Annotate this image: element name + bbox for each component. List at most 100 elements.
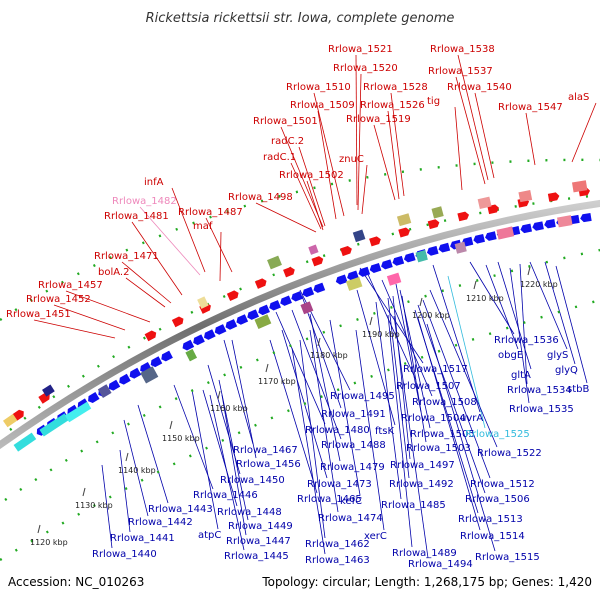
leader-line [509,267,530,404]
gene-block [496,226,515,240]
gene-label: obgE [498,350,523,361]
leader-line [275,311,326,425]
leader-line [392,295,411,460]
gene-block [42,384,55,397]
reverse-gene-arrow [381,259,393,270]
scale-tick-label: 1220 kbp [520,280,558,289]
leader-line [137,404,169,504]
gene-block [39,413,69,437]
leader-line [381,279,433,397]
gene-label: Rrlowa_1443 [148,504,213,515]
leader-line [355,54,358,206]
leader-line [395,283,422,413]
gene-block [396,213,412,227]
leader-line [390,92,405,197]
scale-tick-label: 1190 kbp [362,330,400,339]
forward-gene-arrow [547,192,560,202]
scale-tick-mark [419,297,423,307]
leader-line [497,261,532,370]
gene-label: Rrlowa_1504 [401,413,466,424]
reverse-gene-arrow [161,350,173,362]
reverse-gene-arrow [108,379,121,391]
gene-label: gltA [511,370,531,381]
leader-line [571,102,597,163]
leader-line [219,231,222,282]
gene-block [431,206,444,219]
leader-line [393,315,429,559]
gene-label: Rrlowa_1451 [6,309,71,320]
gene-label: Rrlowa_1513 [458,514,523,525]
gene-label: Rrlowa_1522 [477,448,542,459]
scale-tick-mark [37,524,41,534]
gene-block [415,250,428,263]
leader-line [387,297,410,479]
gene-label: Rrlowa_1471 [94,251,159,262]
reverse-gene-arrow [485,231,497,241]
gene-label: Rrlowa_1457 [38,280,103,291]
gene-label: Rrlowa_1506 [465,494,530,505]
forward-gene-arrow [369,236,381,247]
reverse-gene-arrow [119,373,131,385]
gene-label: Rrlowa_1503 [406,443,471,454]
gene-label: Rrlowa_1537 [428,66,493,77]
gene-label: Rrlowa_1492 [389,479,454,490]
gene-label: Rrlowa_1462 [305,539,370,550]
reverse-gene-arrow [426,245,439,256]
reverse-gene-arrow [313,282,326,293]
gene-block [345,276,363,291]
leader-line [519,263,528,385]
gene-label: Rrlowa_1445 [224,551,289,562]
leader-line [121,261,172,304]
forward-gene-arrow [144,330,157,342]
forward-gene-arrow [311,256,324,267]
gene-label: Rrlowa_1502 [279,170,344,181]
gene-label: glyS [547,350,568,361]
leader-line [171,187,206,273]
leader-line [33,319,116,339]
gene-label: radC.1 [263,152,296,163]
gene-label: Rrlowa_1519 [346,114,411,125]
leader-line [269,339,318,494]
gene-block [197,296,209,309]
gene-label: Rrlowa_1535 [509,404,574,415]
forward-gene-arrow [487,204,499,215]
reverse-gene-arrow [182,339,195,351]
gene-features [2,180,592,452]
reverse-gene-arrow [544,219,556,229]
forward-gene-arrow [226,290,239,301]
gene-label: Rrlowa_1447 [226,536,291,547]
leader-line [317,110,337,220]
gene-block [386,272,402,286]
gene-block [64,401,92,423]
leader-line [280,126,324,228]
leader-line [474,92,495,179]
gene-block [267,255,282,270]
scale-tick-mark [217,390,221,400]
reverse-gene-arrow [358,266,371,277]
leader-line [306,180,324,231]
leader-line [101,464,113,549]
gene-block [571,180,588,193]
scale-tick-label: 1130 kbp [75,501,113,510]
gene-label: tig [427,96,440,107]
reverse-gene-arrow [392,255,405,266]
leader-line [329,319,361,496]
scale-tick-mark [473,280,477,290]
gene-label: Rrlowa_1441 [110,533,175,544]
gene-label: Rrlowa_1448 [217,507,282,518]
gene-block [454,241,467,254]
gene-label: Rrlowa_1526 [360,100,425,111]
leader-line [454,106,463,191]
gene-label: Rrlowa_1480 [305,425,370,436]
leader-line [426,323,496,552]
reverse-gene-arrow [269,300,281,311]
gene-label: Rrlowa_1442 [128,517,193,528]
leader-line [485,264,519,350]
leader-line [119,449,131,533]
leader-line [417,304,486,494]
gene-label: Rrlowa_1488 [321,440,386,451]
leader-line [202,389,238,507]
leader-line [53,304,126,331]
gene-label: Rrlowa_1509 [290,100,355,111]
leader-line [432,264,481,413]
